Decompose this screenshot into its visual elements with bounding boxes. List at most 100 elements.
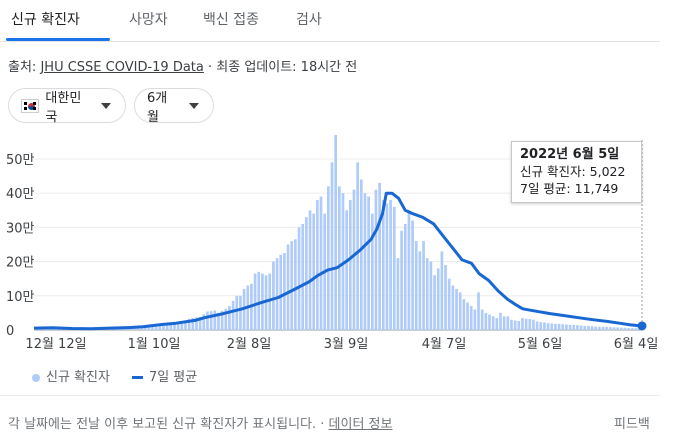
source-prefix: 출처: xyxy=(8,60,37,75)
case-bar xyxy=(466,302,469,330)
case-bar xyxy=(195,317,198,330)
case-bar xyxy=(429,261,433,330)
footer-description: 각 날짜에는 전날 이후 보고된 신규 확진자가 표시됩니다. · xyxy=(8,417,325,432)
case-bar xyxy=(290,241,294,330)
case-bar xyxy=(634,328,638,330)
case-bar xyxy=(539,322,543,330)
case-bar xyxy=(477,292,480,330)
case-bar xyxy=(220,310,224,330)
case-bar xyxy=(118,328,121,330)
case-bar xyxy=(180,322,184,330)
case-bar xyxy=(576,325,579,330)
case-bar xyxy=(275,258,279,330)
case-bar xyxy=(554,323,557,330)
case-bar xyxy=(294,239,297,330)
chevron-down-icon xyxy=(189,102,199,109)
tab-deaths[interactable]: 사망자 xyxy=(129,12,168,28)
case-bar xyxy=(389,200,392,330)
case-bar xyxy=(400,230,403,330)
case-bar xyxy=(396,258,400,330)
case-bar xyxy=(209,311,213,330)
x-tick-label: 4월 7일 xyxy=(422,337,467,352)
tooltip-avg7: 7일 평균: 11,749 xyxy=(520,181,619,196)
case-bar xyxy=(480,309,484,330)
case-bar xyxy=(334,135,337,330)
case-bar xyxy=(543,322,546,330)
case-bar xyxy=(513,320,517,330)
active-tab-indicator xyxy=(6,38,110,41)
case-bar xyxy=(451,285,455,330)
case-bar xyxy=(447,278,451,330)
x-tick-label: 2월 8일 xyxy=(227,337,272,352)
case-bar xyxy=(510,319,513,330)
case-bar xyxy=(601,326,605,330)
case-bar xyxy=(154,326,158,330)
period-select[interactable]: 6개월 xyxy=(134,88,214,125)
case-bar xyxy=(546,323,550,330)
country-label: 대한민국 xyxy=(45,90,82,125)
chart-legend: 신규 확진자 7일 평균 xyxy=(32,366,197,385)
case-bar xyxy=(565,324,568,330)
case-bar xyxy=(239,295,242,330)
chart-tooltip: 2022년 6월 5일 신규 확진자: 5,022 7일 평균: 11,749 xyxy=(511,141,642,203)
case-bar xyxy=(228,306,231,330)
tab-new-cases[interactable]: 신규 확진자 xyxy=(11,12,80,28)
country-select[interactable]: 대한민국 xyxy=(8,88,126,125)
case-bar xyxy=(532,319,535,330)
case-bar xyxy=(165,325,169,330)
footer-note: 각 날짜에는 전날 이후 보고된 신규 확진자가 표시됩니다. · 데이터 정보 xyxy=(8,413,392,432)
tab-vaccinations[interactable]: 백신 접종 xyxy=(203,12,259,28)
case-bar xyxy=(433,275,436,330)
case-bar xyxy=(140,327,143,330)
case-bar xyxy=(623,327,627,330)
case-bar xyxy=(594,326,598,330)
case-bar xyxy=(348,200,352,330)
case-bar xyxy=(301,223,305,330)
tooltip-new-cases: 신규 확진자: 5,022 xyxy=(520,164,626,179)
y-tick-label: 10만 xyxy=(6,290,35,305)
case-bar xyxy=(590,326,594,330)
cases-chart[interactable]: 0 10만 20만 30만 40만 50만 12월 12일 1월 10일 2월 8일 3월 9일 4… xyxy=(0,125,660,360)
case-bar xyxy=(224,308,228,330)
case-bar xyxy=(535,321,539,330)
case-bar xyxy=(631,328,634,330)
y-tick-label: 40만 xyxy=(6,187,35,202)
legend-item-bars: 신규 확진자 xyxy=(32,366,110,385)
case-bar xyxy=(411,220,414,330)
case-bar xyxy=(345,210,348,330)
case-bar xyxy=(158,326,162,330)
case-bar xyxy=(370,213,374,330)
y-tick-label: 30만 xyxy=(6,221,35,236)
case-bar xyxy=(495,318,499,330)
x-tick-label: 1월 10일 xyxy=(128,337,181,352)
case-bar xyxy=(132,328,136,330)
case-bar xyxy=(444,265,447,330)
case-bar xyxy=(356,162,359,330)
tooltip-date: 2022년 6월 5일 xyxy=(520,147,620,162)
case-bar xyxy=(316,200,319,330)
case-bar xyxy=(286,244,290,330)
tab-tests[interactable]: 검사 xyxy=(296,12,322,28)
case-bar xyxy=(235,295,239,330)
case-bar xyxy=(319,196,323,330)
data-info-link[interactable]: 데이터 정보 xyxy=(328,417,393,432)
case-bar xyxy=(374,189,378,330)
case-bar xyxy=(176,323,180,330)
case-bar xyxy=(609,327,612,330)
case-bar xyxy=(440,251,444,330)
hover-point xyxy=(637,321,647,331)
case-bar xyxy=(359,179,363,330)
case-bar xyxy=(385,203,389,330)
source-link[interactable]: JHU CSSE COVID-19 Data xyxy=(40,60,204,75)
y-tick-label: 20만 xyxy=(6,256,35,271)
case-bar xyxy=(517,321,521,330)
case-bar xyxy=(458,292,462,330)
case-bar xyxy=(557,323,561,330)
feedback-link[interactable]: 피드백 xyxy=(614,417,650,432)
y-tick-label: 50만 xyxy=(6,153,35,168)
case-bar xyxy=(279,254,283,330)
case-bar xyxy=(561,324,565,330)
case-bar xyxy=(305,217,308,330)
case-bar xyxy=(473,309,477,330)
case-bar xyxy=(125,328,129,330)
